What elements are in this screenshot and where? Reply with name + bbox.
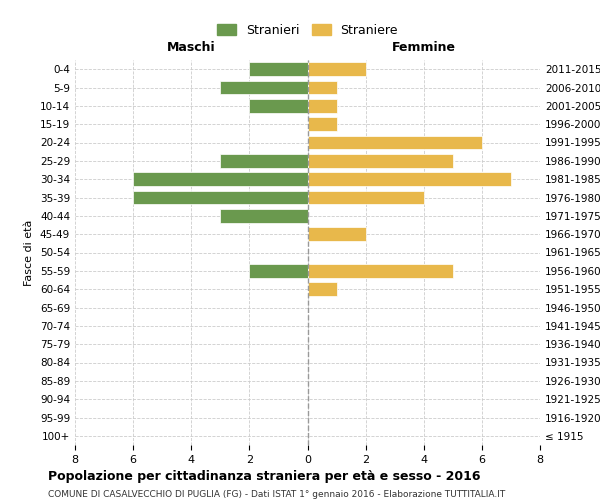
Bar [133, 172, 308, 186]
Bar [308, 172, 511, 186]
Bar [308, 62, 365, 76]
Bar [308, 264, 453, 278]
Bar [308, 118, 337, 131]
Bar [308, 99, 337, 112]
Bar [308, 282, 337, 296]
Bar [308, 154, 453, 168]
Bar [220, 209, 308, 222]
Text: Popolazione per cittadinanza straniera per età e sesso - 2016: Popolazione per cittadinanza straniera p… [48, 470, 481, 483]
Bar [308, 80, 337, 94]
Bar [250, 62, 308, 76]
Bar [250, 99, 308, 112]
Bar [250, 264, 308, 278]
Text: COMUNE DI CASALVECCHIO DI PUGLIA (FG) - Dati ISTAT 1° gennaio 2016 - Elaborazion: COMUNE DI CASALVECCHIO DI PUGLIA (FG) - … [48, 490, 505, 499]
Bar [133, 190, 308, 204]
Bar [308, 228, 365, 241]
Bar [220, 154, 308, 168]
Legend: Stranieri, Straniere: Stranieri, Straniere [213, 20, 402, 40]
Text: Femmine: Femmine [392, 42, 456, 54]
Bar [308, 190, 424, 204]
Bar [308, 136, 482, 149]
Y-axis label: Fasce di età: Fasce di età [25, 220, 34, 286]
Text: Maschi: Maschi [167, 42, 215, 54]
Bar [220, 80, 308, 94]
